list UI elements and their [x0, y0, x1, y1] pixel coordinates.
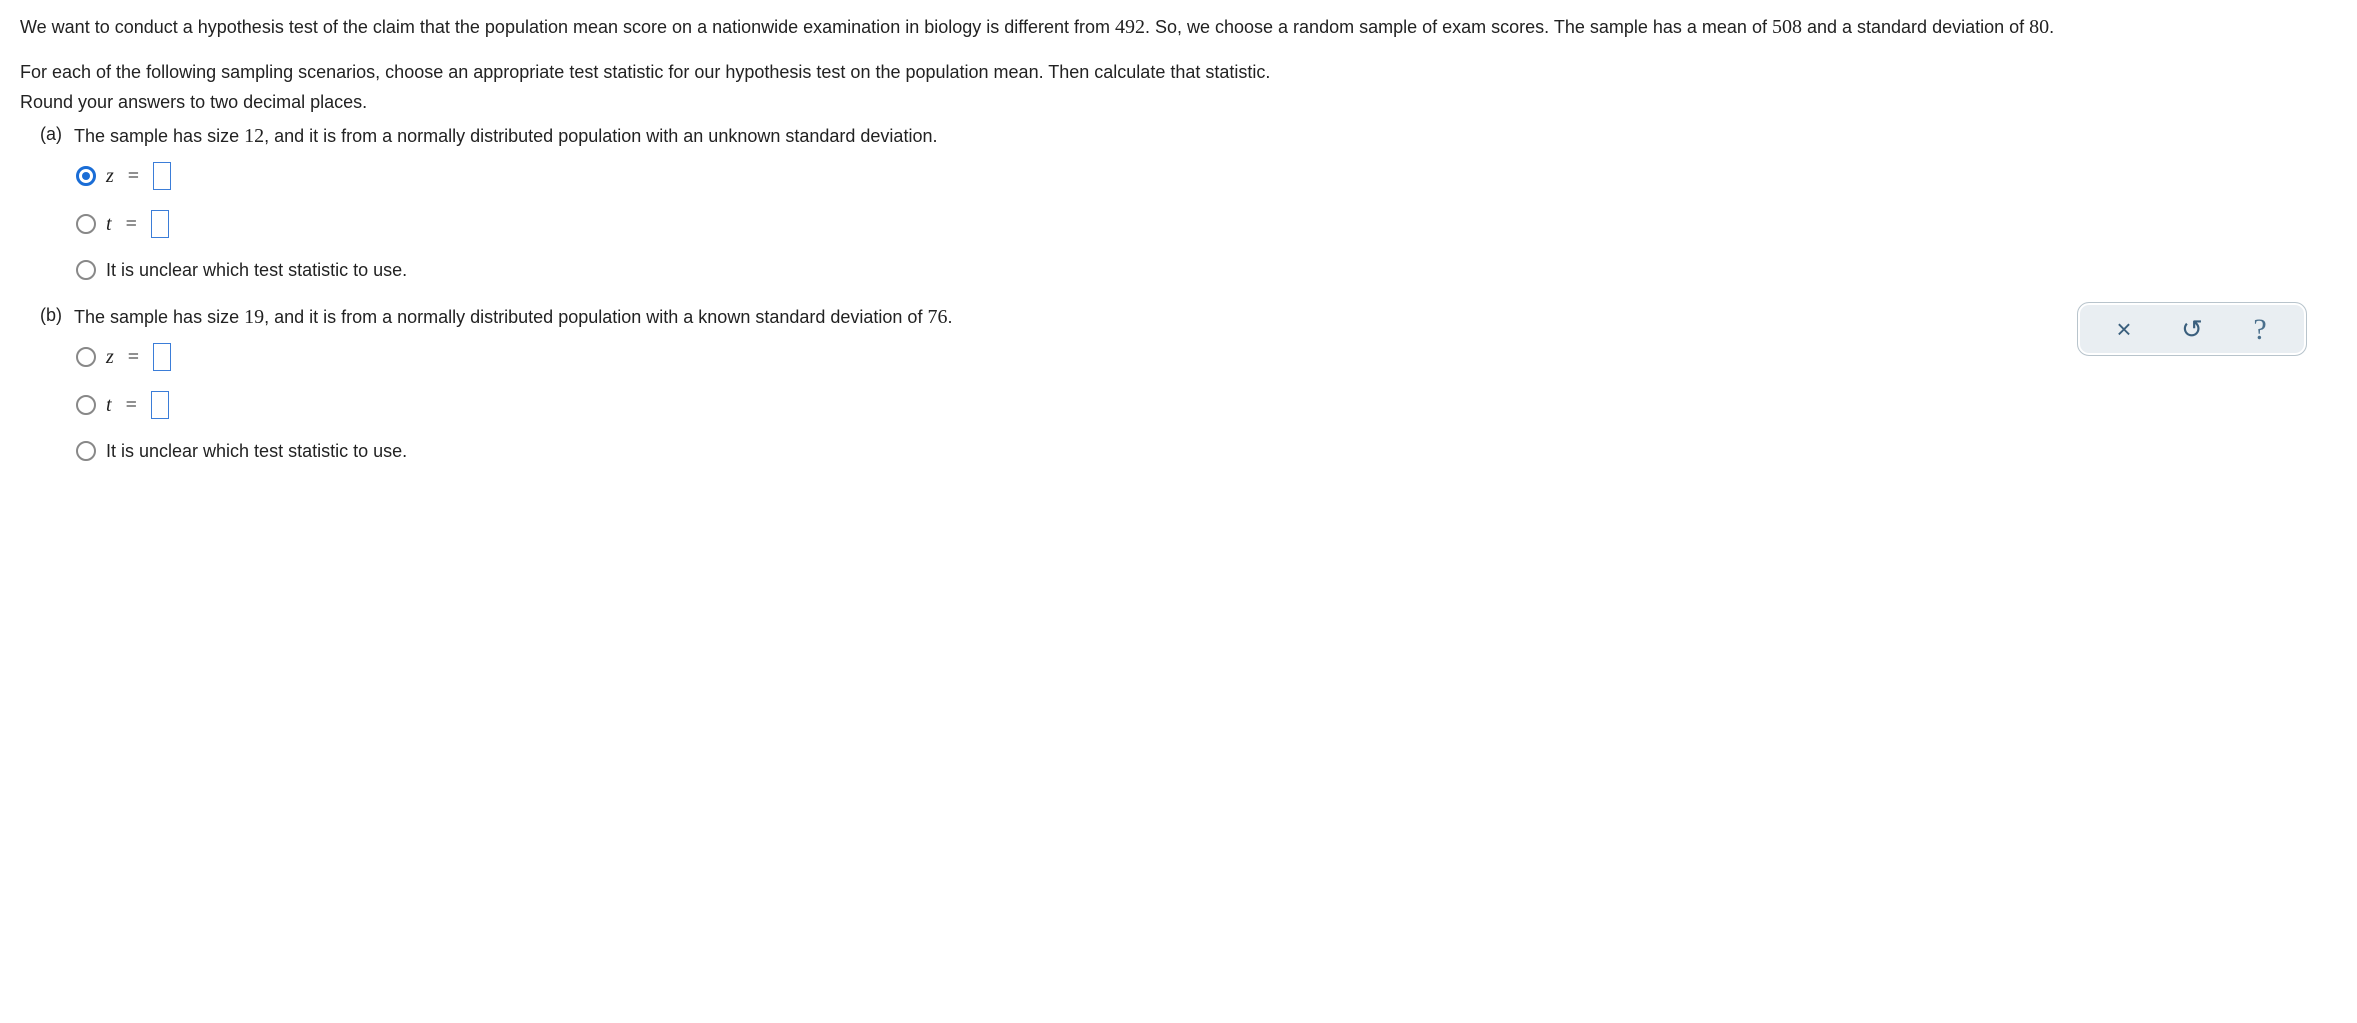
close-icon[interactable]: × [2106, 310, 2142, 349]
part-b: (b) The sample has size 19, and it is fr… [40, 302, 2337, 465]
answer-input-a-z[interactable] [153, 162, 171, 190]
part-b-option-z[interactable]: z = [76, 342, 2337, 372]
help-icon[interactable]: ? [2242, 307, 2278, 352]
intro-text-2: . So, we choose a random sample of exam … [1145, 17, 1772, 37]
part-a-pre: The sample has size [74, 126, 244, 146]
z-var: z [106, 342, 114, 372]
unclear-label: It is unclear which test statistic to us… [106, 438, 407, 465]
t-var: t [106, 209, 112, 239]
part-a-option-unclear[interactable]: It is unclear which test statistic to us… [76, 257, 2337, 284]
intro-text-end: . [2049, 17, 2054, 37]
instructions-line-1: For each of the following sampling scena… [20, 60, 2337, 84]
radio-a-z[interactable] [76, 166, 96, 186]
part-a-post: , and it is from a normally distributed … [264, 126, 937, 146]
intro-val-508: 508 [1772, 16, 1802, 38]
eq-sign: = [126, 390, 137, 420]
part-a-option-t[interactable]: t = [76, 209, 2337, 239]
intro-val-492: 492 [1115, 16, 1145, 38]
answer-input-b-z[interactable] [153, 343, 171, 371]
intro-text-3: and a standard deviation of [1802, 17, 2029, 37]
intro-paragraph: We want to conduct a hypothesis test of … [20, 12, 2337, 42]
radio-b-t[interactable] [76, 395, 96, 415]
part-b-size: 19 [244, 306, 264, 328]
radio-a-t[interactable] [76, 214, 96, 234]
z-var: z [106, 161, 114, 191]
part-a-option-z[interactable]: z = [76, 161, 2337, 191]
part-a-options: z = t = It is unclear which test statist… [76, 161, 2337, 284]
part-b-post: , and it is from a normally distributed … [264, 307, 927, 327]
eq-sign: = [128, 342, 139, 372]
intro-text-1: We want to conduct a hypothesis test of … [20, 17, 1115, 37]
t-var: t [106, 390, 112, 420]
eq-sign: = [128, 161, 139, 191]
part-b-kval: 76 [927, 306, 947, 328]
part-b-pre: The sample has size [74, 307, 244, 327]
answer-input-b-t[interactable] [151, 391, 169, 419]
radio-b-z[interactable] [76, 347, 96, 367]
reset-icon[interactable]: ↺ [2174, 310, 2210, 349]
part-b-label: (b) [40, 302, 68, 329]
part-b-text: The sample has size 19, and it is from a… [74, 302, 952, 332]
intro-val-80: 80 [2029, 16, 2049, 38]
unclear-label: It is unclear which test statistic to us… [106, 257, 407, 284]
part-a-size: 12 [244, 125, 264, 147]
radio-a-unclear[interactable] [76, 260, 96, 280]
answer-input-a-t[interactable] [151, 210, 169, 238]
radio-b-unclear[interactable] [76, 441, 96, 461]
part-b-option-unclear[interactable]: It is unclear which test statistic to us… [76, 438, 2337, 465]
part-a-label: (a) [40, 121, 68, 148]
action-toolbar: × ↺ ? [2077, 302, 2307, 356]
part-b-option-t[interactable]: t = [76, 390, 2337, 420]
instructions-line-2: Round your answers to two decimal places… [20, 90, 2337, 114]
eq-sign: = [126, 209, 137, 239]
part-a: (a) The sample has size 12, and it is fr… [40, 121, 2337, 284]
part-a-text: The sample has size 12, and it is from a… [74, 121, 937, 151]
part-b-end: . [947, 307, 952, 327]
part-b-options: z = t = It is unclear which test statist… [76, 342, 2337, 465]
